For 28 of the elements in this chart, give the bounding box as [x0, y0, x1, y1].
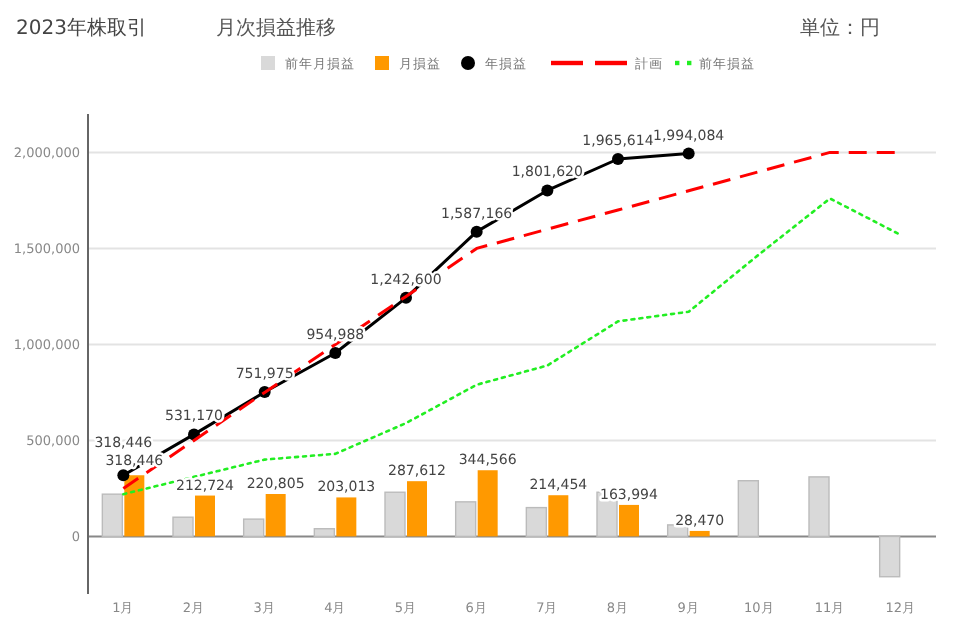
- bar: [124, 475, 145, 537]
- bar: [525, 506, 548, 538]
- text: 単位：円: [800, 16, 880, 40]
- bar: [407, 481, 427, 537]
- point: [470, 225, 483, 238]
- bar: [242, 518, 265, 538]
- bar: [878, 535, 901, 578]
- point: [682, 147, 695, 160]
- bar: [265, 494, 286, 537]
- bar: [195, 495, 215, 537]
- bar: [619, 504, 639, 537]
- bar: [477, 470, 498, 537]
- chart-title: 2023年株取引: [16, 16, 147, 40]
- point: [329, 347, 342, 360]
- bar: [172, 516, 194, 538]
- bar: [548, 495, 569, 537]
- bar: [737, 480, 760, 538]
- bar: [454, 501, 477, 538]
- point: [612, 153, 624, 165]
- point: [117, 469, 130, 482]
- bar: [101, 493, 124, 538]
- bar: [689, 530, 710, 537]
- chart-subtitle: 月次損益推移: [216, 16, 336, 40]
- bar: [808, 476, 830, 538]
- bar: [336, 497, 357, 537]
- point: [541, 184, 554, 197]
- bar: [384, 491, 406, 538]
- bar: [313, 528, 336, 538]
